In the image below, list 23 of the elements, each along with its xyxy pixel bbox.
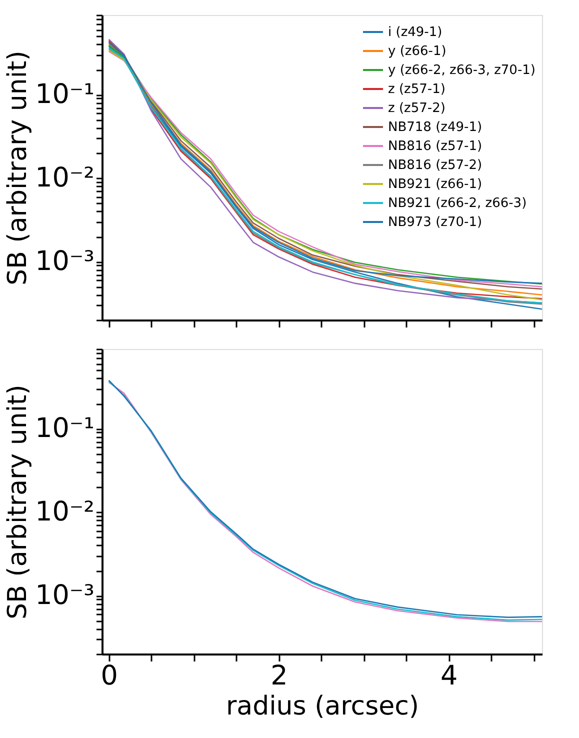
x-tick-label: 4 bbox=[440, 660, 458, 692]
y-tick-label: 10⁻¹ bbox=[35, 79, 94, 110]
legend-label: NB973 (z70-1) bbox=[388, 215, 482, 230]
y-axis-title: SB (arbitrary unit) bbox=[3, 50, 34, 286]
legend-label: NB921 (z66-1) bbox=[388, 177, 482, 192]
legend-label: i (z49-1) bbox=[388, 25, 442, 40]
y-tick-label: 10⁻³ bbox=[35, 580, 94, 612]
x-tick-label: 0 bbox=[100, 660, 118, 692]
y-tick-label: 10⁻³ bbox=[35, 246, 94, 278]
x-axis-title: radius (arcsec) bbox=[226, 692, 420, 722]
legend-label: y (z66-2, z66-3, z70-1) bbox=[388, 63, 536, 78]
legend-label: y (z66-1) bbox=[388, 44, 446, 59]
y-axis-title: SB (arbitrary unit) bbox=[3, 384, 34, 620]
y-tick-label: 10⁻² bbox=[35, 162, 94, 194]
legend-label: NB816 (z57-2) bbox=[388, 158, 482, 173]
legend-label: NB921 (z66-2, z66-3) bbox=[388, 196, 527, 211]
y-tick-label: 10⁻² bbox=[35, 496, 94, 528]
x-tick-label: 2 bbox=[270, 660, 288, 692]
y-tick-label: 10⁻¹ bbox=[35, 413, 94, 444]
legend-label: NB718 (z49-1) bbox=[388, 120, 482, 135]
legend-label: NB816 (z57-1) bbox=[388, 139, 482, 154]
legend-label: z (z57-2) bbox=[388, 101, 446, 116]
legend-label: z (z57-1) bbox=[388, 82, 446, 97]
